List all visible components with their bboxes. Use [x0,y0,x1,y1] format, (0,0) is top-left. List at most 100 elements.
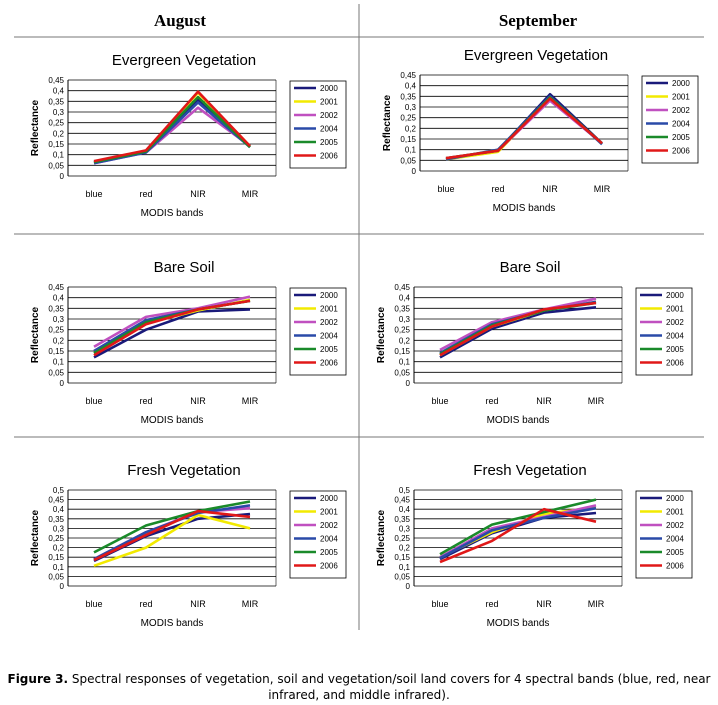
series-line-2005 [445,96,603,160]
legend-box [635,490,693,579]
legend-label: 2000 [672,79,690,88]
y-tick-label: 0,3 [53,108,65,117]
y-tick-label: 0 [60,582,65,591]
legend-label: 2001 [672,93,690,102]
x-tick-label: NIR [542,184,558,194]
y-tick-label: 0,3 [399,315,411,324]
legend-label: 2006 [666,562,684,571]
series-line-2006 [93,299,251,357]
legend-box [289,490,347,579]
x-tick-label: red [139,599,152,609]
chart-title: Bare Soil [154,259,215,276]
y-tick-label: 0,15 [400,135,416,144]
y-tick-label: 0,35 [48,515,64,524]
y-tick-label: 0 [412,167,417,176]
y-tick-label: 0 [60,379,65,388]
y-tick-label: 0,35 [394,304,410,313]
legend-label: 2000 [320,291,338,300]
y-tick-label: 0,4 [405,82,417,91]
y-tick-label: 0,1 [399,358,411,367]
legend-label: 2002 [666,521,684,530]
legend-label: 2001 [666,305,684,314]
y-tick-label: 0,2 [53,129,65,138]
series-line-2006 [93,509,251,562]
series-line-2002 [93,295,251,348]
y-axis-label: Reflectance [30,99,41,156]
x-tick-label: red [139,189,152,199]
y-tick-label: 0,3 [53,315,65,324]
legend-label: 2005 [666,345,684,354]
legend-label: 2006 [672,147,690,156]
y-tick-label: 0,35 [48,304,64,313]
x-tick-label: NIR [536,396,552,406]
legend-box [635,287,693,376]
y-tick-label: 0,25 [48,534,64,543]
figure-caption: Figure 3. Spectral responses of vegetati… [0,671,718,703]
legend-label: 2002 [320,111,338,120]
x-tick-label: MIR [588,396,605,406]
y-tick-label: 0,2 [399,544,411,553]
series-line-2005 [93,500,251,554]
x-axis-label: MODIS bands [493,203,556,214]
legend-label: 2004 [320,535,338,544]
y-tick-label: 0,3 [399,524,411,533]
y-tick-label: 0 [406,379,411,388]
y-tick-label: 0,45 [48,283,64,292]
x-tick-label: blue [85,189,102,199]
chart-title: Bare Soil [500,259,561,276]
y-tick-label: 0,15 [394,553,410,562]
legend-label: 2005 [320,138,338,147]
y-tick-label: 0,45 [400,71,416,80]
series-line-2002 [439,297,597,352]
caption-text: Spectral responses of vegetation, soil a… [71,672,711,702]
x-tick-label: red [139,396,152,406]
y-tick-label: 0 [60,172,65,181]
x-tick-label: MIR [242,396,259,406]
legend-box [289,80,347,169]
caption-label: Figure 3. [7,672,69,686]
chart-title: Fresh Vegetation [127,462,240,479]
x-axis-label: MODIS bands [487,415,550,426]
x-tick-label: NIR [190,599,206,609]
legend-label: 2006 [320,359,338,368]
legend-label: 2004 [320,125,338,134]
y-tick-label: 0,5 [53,486,65,495]
y-tick-label: 0,2 [53,336,65,345]
y-tick-label: 0,4 [399,294,411,303]
y-tick-label: 0,45 [394,496,410,505]
y-tick-label: 0,2 [53,544,65,553]
y-tick-label: 0,15 [48,553,64,562]
x-tick-label: red [485,396,498,406]
y-tick-label: 0,1 [53,563,65,572]
y-tick-label: 0,05 [394,572,410,581]
y-tick-label: 0,25 [48,326,64,335]
legend-label: 2004 [666,535,684,544]
x-tick-label: red [485,599,498,609]
charts: Evergreen Vegetation00,050,10,150,20,250… [30,47,699,629]
y-tick-label: 0,3 [405,103,417,112]
y-tick-label: 0,35 [394,515,410,524]
legend-label: 2002 [320,318,338,327]
y-tick-label: 0,2 [399,336,411,345]
legend-label: 2000 [666,291,684,300]
series-line-2000 [439,306,597,359]
column-header-september: September [499,11,578,30]
y-axis-label: Reflectance [382,94,393,151]
y-tick-label: 0,15 [48,347,64,356]
figure-grid: August September Evergreen Vegetation00,… [14,4,704,630]
legend-label: 2000 [320,84,338,93]
series-line-2006 [93,90,251,163]
y-tick-label: 0,2 [405,124,417,133]
y-tick-label: 0,4 [53,294,65,303]
y-tick-label: 0,35 [400,92,416,101]
chart-title: Fresh Vegetation [473,462,586,479]
series-line-2006 [445,97,603,160]
x-tick-label: MIR [594,184,611,194]
x-tick-label: blue [85,396,102,406]
x-axis-label: MODIS bands [141,415,204,426]
legend-label: 2005 [672,133,690,142]
y-tick-label: 0,5 [399,486,411,495]
y-tick-label: 0,25 [48,119,64,128]
y-tick-label: 0,4 [399,505,411,514]
column-header-august: August [154,11,206,30]
